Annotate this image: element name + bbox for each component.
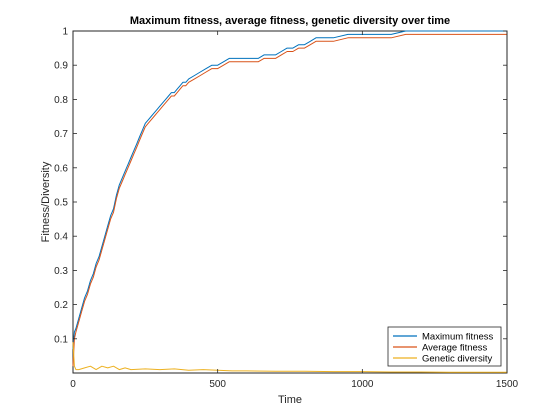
series-line-genetic-diversity (72, 342, 507, 373)
series-line-maximum-fitness (72, 30, 507, 350)
legend-label-maximum-fitness: Maximum fitness (422, 332, 494, 343)
y-tick-label: 0.8 (54, 95, 68, 106)
x-tick-label: 1500 (496, 379, 519, 390)
y-tick-label: 0.7 (54, 129, 68, 140)
series-layer (72, 30, 507, 373)
y-tick-label: 1 (62, 27, 68, 38)
y-tick-label: 0.4 (54, 232, 68, 243)
x-tick-label: 1000 (351, 379, 374, 390)
y-axis-ticks: 0.1 0.2 0.3 0.4 0.5 0.6 0.7 0.8 0.9 1 (54, 27, 507, 345)
y-tick-label: 0.3 (54, 266, 68, 277)
y-axis-label: Fitness/Diversity (40, 161, 52, 242)
legend: Maximum fitness Average fitness Genetic … (387, 326, 502, 367)
plot-area (72, 30, 508, 374)
x-axis-ticks: 0 500 1000 1500 (70, 31, 519, 390)
y-tick-label: 0.6 (54, 163, 68, 174)
x-axis-label: Time (278, 394, 302, 406)
legend-label-genetic-diversity: Genetic diversity (422, 354, 492, 365)
legend-label-average-fitness: Average fitness (422, 343, 488, 354)
x-tick-label: 0 (70, 379, 76, 390)
chart-title: Maximum fitness, average fitness, geneti… (130, 15, 450, 27)
y-tick-label: 0.5 (54, 198, 68, 209)
y-tick-label: 0.9 (54, 61, 68, 72)
x-tick-label: 500 (209, 379, 226, 390)
series-line-average-fitness (72, 33, 507, 367)
y-tick-label: 0.1 (54, 334, 68, 345)
y-tick-label: 0.2 (54, 300, 68, 311)
